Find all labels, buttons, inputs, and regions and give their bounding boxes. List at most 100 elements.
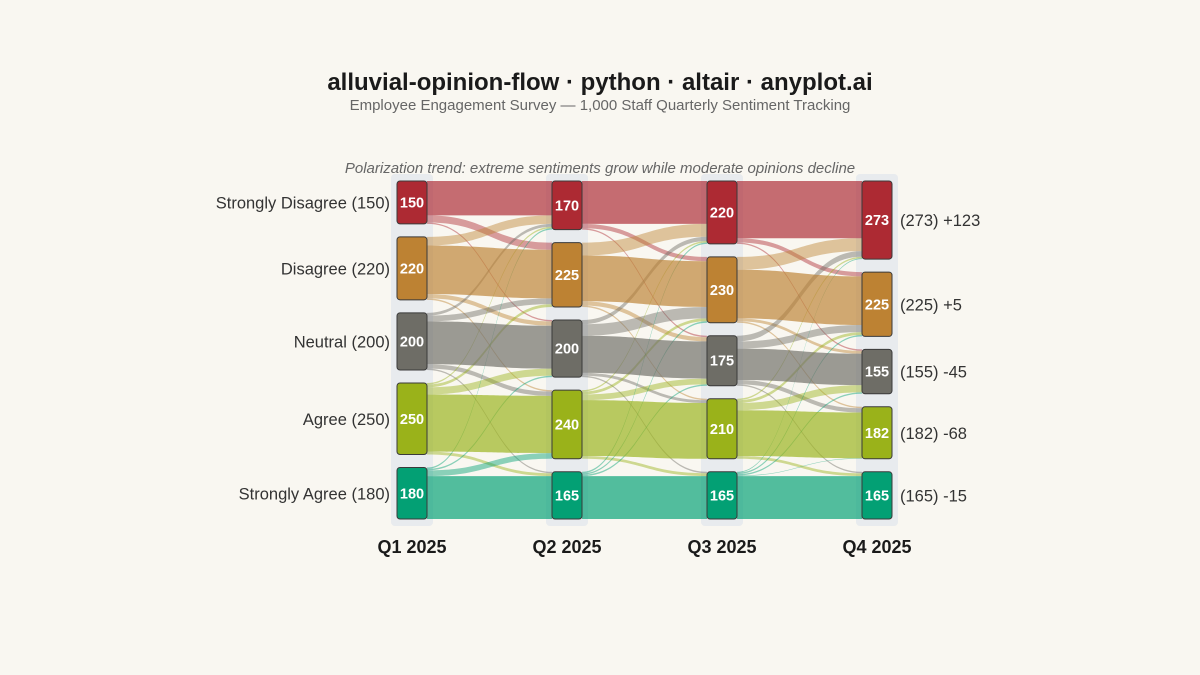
flow-q1-2025-agree-to-neutral xyxy=(427,368,552,395)
flow-q1-2025-neutral-to-agree xyxy=(427,364,552,396)
node-value-q2-2025-strongly-agree: 165 xyxy=(555,488,579,504)
flow-q2-2025-neutral-to-disagree xyxy=(582,306,707,336)
flow-q1-2025-agree-to-strongly-disagree xyxy=(427,226,552,385)
node-q3-2025-disagree xyxy=(706,256,738,324)
flow-q1-2025-strongly-agree-to-strongly-agree xyxy=(427,476,552,519)
node-value-q1-2025-disagree: 220 xyxy=(400,261,424,277)
flow-q2-2025-agree-to-agree xyxy=(582,400,707,459)
flow-q1-2025-neutral-to-disagree xyxy=(427,298,552,322)
flow-q3-2025-strongly-agree-to-agree xyxy=(737,458,862,477)
node-value-q1-2025-agree: 250 xyxy=(400,412,424,428)
flow-q1-2025-disagree-to-neutral xyxy=(427,294,552,326)
node-q1-2025-strongly-disagree xyxy=(396,180,428,225)
flow-q3-2025-neutral-to-neutral xyxy=(737,348,862,386)
right-label-strongly-agree: (165) -15 xyxy=(900,487,967,505)
node-q1-2025-disagree xyxy=(396,236,428,301)
left-label-strongly-disagree: Strongly Disagree (150) xyxy=(216,194,390,212)
stage-label-q3-2025: Q3 2025 xyxy=(687,537,756,557)
flow-q3-2025-strongly-agree-to-disagree xyxy=(737,334,862,475)
stage-label-q4-2025: Q4 2025 xyxy=(842,537,911,557)
node-value-q3-2025-strongly-agree: 165 xyxy=(710,488,734,504)
flow-q2-2025-agree-to-strongly-disagree xyxy=(582,241,707,392)
node-value-q3-2025-strongly-disagree: 220 xyxy=(710,205,734,221)
node-value-q4-2025-agree: 182 xyxy=(865,426,889,442)
stage-label-q1-2025: Q1 2025 xyxy=(377,537,446,557)
node-q3-2025-strongly-agree xyxy=(706,471,738,520)
flow-q1-2025-strongly-disagree-to-strongly-disagree xyxy=(427,181,552,216)
node-value-q1-2025-strongly-agree: 180 xyxy=(400,486,424,502)
node-q4-2025-neutral xyxy=(861,348,893,395)
node-value-q4-2025-strongly-agree: 165 xyxy=(865,488,889,504)
node-q3-2025-neutral xyxy=(706,335,738,387)
flow-q3-2025-neutral-to-agree xyxy=(737,380,862,413)
node-value-q1-2025-strongly-disagree: 150 xyxy=(400,195,424,211)
flow-q2-2025-agree-to-neutral xyxy=(582,378,707,401)
node-value-q2-2025-disagree: 225 xyxy=(555,268,579,284)
flow-q3-2025-agree-to-strongly-disagree xyxy=(737,256,862,401)
flow-q3-2025-disagree-to-strongly-disagree xyxy=(737,238,862,270)
flow-q2-2025-strongly-agree-to-strongly-agree xyxy=(582,476,707,519)
flow-q3-2025-agree-to-neutral xyxy=(737,385,862,411)
flow-q2-2025-strongly-disagree-to-disagree xyxy=(582,223,707,262)
flow-q3-2025-agree-to-strongly-agree xyxy=(737,455,862,477)
flow-q1-2025-disagree-to-disagree xyxy=(427,245,552,299)
left-label-strongly-agree: Strongly Agree (180) xyxy=(239,485,390,503)
node-value-q1-2025-neutral: 200 xyxy=(400,334,424,350)
flow-q1-2025-agree-to-agree xyxy=(427,394,552,454)
node-q2-2025-disagree xyxy=(551,242,583,308)
node-value-q4-2025-strongly-disagree: 273 xyxy=(865,213,889,229)
left-label-neutral: Neutral (200) xyxy=(294,333,390,351)
flow-q2-2025-agree-to-strongly-agree xyxy=(582,455,707,477)
node-value-q3-2025-disagree: 230 xyxy=(710,283,734,299)
flow-q2-2025-disagree-to-neutral xyxy=(582,301,707,342)
flow-q3-2025-strongly-agree-to-strongly-agree xyxy=(737,476,862,519)
nodes: 150 220 200 250 180 170 225 200 240 165 220 230 175 2… xyxy=(396,180,893,520)
node-value-q2-2025-agree: 240 xyxy=(555,417,579,433)
flow-q1-2025-strongly-agree-to-agree xyxy=(427,453,552,477)
flow-q3-2025-neutral-to-disagree xyxy=(737,324,862,349)
node-q2-2025-neutral xyxy=(551,319,583,378)
node-value-q4-2025-disagree: 225 xyxy=(865,297,889,313)
node-q1-2025-neutral xyxy=(396,312,428,371)
node-value-q4-2025-neutral: 155 xyxy=(865,365,889,381)
flow-q3-2025-strongly-disagree-to-strongly-disagree xyxy=(737,181,862,239)
node-value-q3-2025-neutral: 175 xyxy=(710,354,734,370)
right-label-neutral: (155) -45 xyxy=(900,364,967,382)
flow-q2-2025-strongly-disagree-to-strongly-disagree xyxy=(582,181,707,224)
right-label-strongly-disagree: (273) +123 xyxy=(900,212,980,230)
node-value-q2-2025-neutral: 200 xyxy=(555,342,579,358)
chart-annotation: Polarization trend: extreme sentiments g… xyxy=(345,160,855,177)
flow-q3-2025-disagree-to-neutral xyxy=(737,318,862,354)
flow-q3-2025-agree-to-agree xyxy=(737,410,862,459)
chart-title: alluvial-opinion-flow · python · altair … xyxy=(327,69,872,96)
left-label-agree: Agree (250) xyxy=(303,411,390,429)
node-q2-2025-strongly-agree xyxy=(551,471,583,520)
flow-q3-2025-strongly-disagree-to-disagree xyxy=(737,238,862,277)
right-label-disagree: (225) +5 xyxy=(900,296,962,314)
labels: Strongly Disagree (150) Disagree (220) Neu… xyxy=(216,194,981,557)
flow-q2-2025-neutral-to-neutral xyxy=(582,335,707,379)
flows xyxy=(427,181,862,519)
node-q3-2025-strongly-disagree xyxy=(706,180,738,245)
node-value-q2-2025-strongly-disagree: 170 xyxy=(555,198,579,214)
right-label-agree: (182) -68 xyxy=(900,425,967,443)
node-q4-2025-agree xyxy=(861,406,893,460)
node-value-q3-2025-agree: 210 xyxy=(710,422,734,438)
stage-label-q2-2025: Q2 2025 xyxy=(532,537,601,557)
flow-q1-2025-agree-to-strongly-agree xyxy=(427,451,552,477)
node-q4-2025-strongly-disagree xyxy=(861,180,893,260)
node-q2-2025-strongly-disagree xyxy=(551,180,583,231)
flow-q2-2025-disagree-to-disagree xyxy=(582,255,707,307)
left-label-disagree: Disagree (220) xyxy=(281,260,390,278)
flow-q1-2025-disagree-to-strongly-disagree xyxy=(427,215,552,246)
chart-subtitle: Employee Engagement Survey — 1,000 Staff… xyxy=(350,97,851,114)
node-q2-2025-agree xyxy=(551,389,583,460)
flow-q2-2025-strongly-agree-to-disagree xyxy=(582,321,707,475)
node-q4-2025-strongly-agree xyxy=(861,471,893,520)
flow-q1-2025-strongly-disagree-to-disagree xyxy=(427,215,552,250)
flow-q2-2025-disagree-to-strongly-disagree xyxy=(582,223,707,256)
flow-q3-2025-disagree-to-disagree xyxy=(737,269,862,325)
node-q1-2025-agree xyxy=(396,382,428,456)
node-q4-2025-disagree xyxy=(861,271,893,337)
